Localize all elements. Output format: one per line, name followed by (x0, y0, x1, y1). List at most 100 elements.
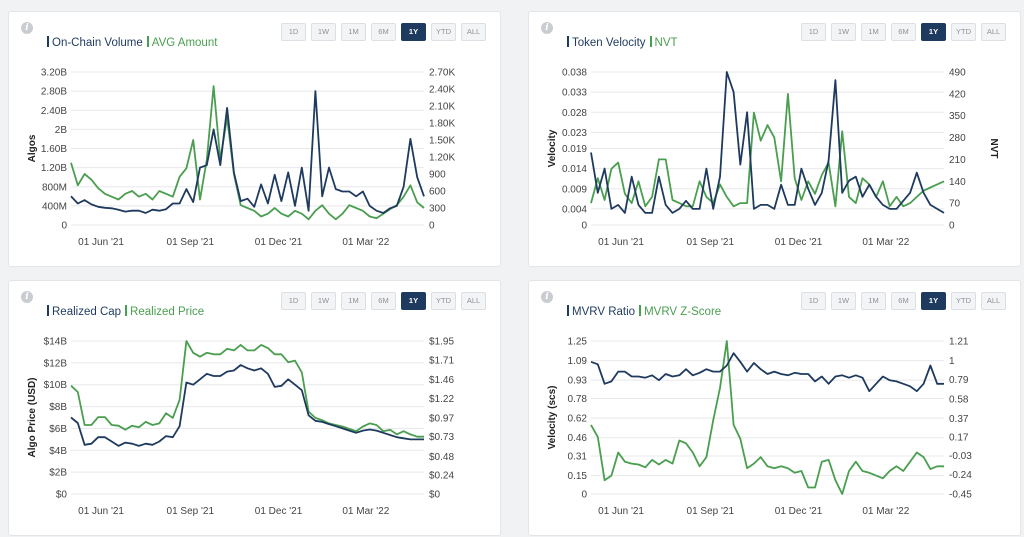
y2-tick-label: 70 (949, 199, 961, 210)
x-tick-label: 01 Dec '21 (255, 237, 303, 248)
y-tick-label: 0.028 (562, 108, 587, 119)
y2-tick-label: $0.24 (429, 471, 454, 482)
timeframe-1m-button[interactable]: 1M (861, 292, 886, 310)
timeframe-6m-button[interactable]: 6M (891, 23, 916, 41)
y-tick-label: 1.60B (41, 144, 67, 155)
timeframe-1y-button[interactable]: 1Y (401, 23, 426, 41)
y2-tick-label: 420 (949, 89, 966, 100)
y2-tick-label: 1.20K (429, 153, 455, 164)
legend-item-series-2[interactable]: Realized Price (125, 305, 204, 318)
legend-item-series-1[interactable]: MVRV Ratio (567, 305, 635, 318)
chart-legend: On-Chain Volume AVG Amount (47, 36, 217, 49)
y-tick-label: 0.93 (568, 376, 588, 387)
timeframe-1d-button[interactable]: 1D (281, 23, 306, 41)
legend-item-series-1[interactable]: On-Chain Volume (47, 36, 143, 49)
y-tick-label: 1.25 (568, 337, 588, 348)
y-tick-label: 0.004 (562, 204, 587, 215)
y2-tick-label: $1.46 (429, 375, 454, 386)
y2-tick-label: 1.21 (949, 337, 969, 348)
timeframe-ytd-button[interactable]: YTD (951, 23, 976, 41)
y-tick-label: $4B (49, 446, 67, 457)
y-tick-label: 0.033 (562, 88, 587, 99)
timeframe-1d-button[interactable]: 1D (801, 23, 826, 41)
timeframe-ytd-button[interactable]: YTD (431, 292, 456, 310)
y-tick-label: 0.023 (562, 128, 587, 139)
y2-tick-label: 2.40K (429, 85, 455, 96)
timeframe-6m-button[interactable]: 6M (371, 292, 396, 310)
timeframe-all-button[interactable]: ALL (461, 23, 486, 41)
x-tick-label: 01 Mar '22 (342, 237, 389, 248)
info-icon[interactable]: i (541, 291, 553, 303)
y2-tick-label: 350 (949, 111, 966, 122)
timeframe-6m-button[interactable]: 6M (891, 292, 916, 310)
y-tick-label: $0 (56, 490, 68, 501)
timeframe-all-button[interactable]: ALL (981, 292, 1006, 310)
timeframe-1m-button[interactable]: 1M (341, 23, 366, 41)
timeframe-ytd-button[interactable]: YTD (431, 23, 456, 41)
timeframe-selector: 1D 1W 1M 6M 1Y YTD ALL (281, 23, 491, 41)
info-icon[interactable]: i (21, 22, 33, 34)
info-icon[interactable]: i (21, 291, 33, 303)
timeframe-1d-button[interactable]: 1D (801, 292, 826, 310)
timeframe-1d-button[interactable]: 1D (281, 292, 306, 310)
series-line-2[interactable] (590, 340, 944, 495)
legend-item-series-1[interactable]: Realized Cap (47, 305, 121, 318)
timeframe-1m-button[interactable]: 1M (861, 23, 886, 41)
x-tick-label: 01 Sep '21 (687, 506, 735, 517)
timeframe-1w-button[interactable]: 1W (311, 292, 336, 310)
y2-tick-label: 490 (949, 68, 966, 79)
legend-item-series-1[interactable]: Token Velocity (567, 36, 646, 49)
series-line-2[interactable] (70, 85, 425, 221)
timeframe-ytd-button[interactable]: YTD (951, 292, 976, 310)
series-line-1[interactable] (590, 71, 945, 214)
y2-tick-label: 210 (949, 155, 966, 166)
timeframe-1m-button[interactable]: 1M (341, 292, 366, 310)
x-tick-label: 01 Dec '21 (255, 506, 303, 517)
y2-tick-label: $0 (429, 490, 441, 501)
y-tick-label: 0.78 (568, 394, 588, 405)
legend-item-series-2[interactable]: AVG Amount (146, 36, 217, 49)
timeframe-all-button[interactable]: ALL (461, 292, 486, 310)
y2-tick-label: 2.70K (429, 68, 455, 79)
legend-item-series-2[interactable]: MVRV Z-Score (639, 305, 721, 318)
y-tick-label: 0.62 (568, 414, 588, 425)
timeframe-1w-button[interactable]: 1W (831, 292, 856, 310)
y-tick-label: $2B (49, 468, 67, 479)
chart-legend: Realized Cap Realized Price (47, 305, 204, 318)
y2-tick-label: 140 (949, 177, 966, 188)
y-tick-label: 1.09 (568, 356, 588, 367)
x-tick-label: 01 Dec '21 (775, 237, 823, 248)
y2-tick-label: $0.97 (429, 413, 454, 424)
chart-legend: Token Velocity NVT (567, 36, 678, 49)
series-line-1[interactable] (590, 352, 944, 393)
series-line-2[interactable] (590, 93, 945, 208)
y2-tick-label: 0.79 (949, 375, 969, 386)
y2-axis-title: NVT (988, 139, 999, 159)
y-tick-label: 0.31 (568, 452, 588, 463)
legend-item-series-2[interactable]: NVT (649, 36, 678, 49)
chart-card-mvrv: i MVRV Ratio MVRV Z-Score 1D 1W 1M 6M 1Y … (528, 280, 1021, 536)
timeframe-1y-button[interactable]: 1Y (921, 292, 946, 310)
line-chart: 0 400M 800M 1.20B 1.60B 2B 2.40B 2.80B 3.20B 0 300… (27, 68, 455, 249)
y-tick-label: 0.038 (562, 68, 587, 79)
timeframe-6m-button[interactable]: 6M (371, 23, 396, 41)
chart-card-token-velocity: i Token Velocity NVT 1D 1W 1M 6M 1Y YTD A… (528, 11, 1021, 267)
series-line-2[interactable] (70, 340, 424, 438)
timeframe-1w-button[interactable]: 1W (311, 23, 336, 41)
y-tick-label: 0 (581, 221, 587, 232)
info-icon[interactable]: i (541, 22, 553, 34)
timeframe-all-button[interactable]: ALL (981, 23, 1006, 41)
timeframe-1y-button[interactable]: 1Y (401, 292, 426, 310)
timeframe-selector: 1D 1W 1M 6M 1Y YTD ALL (801, 292, 1011, 310)
timeframe-1w-button[interactable]: 1W (831, 23, 856, 41)
y-axis-title: Velocity (scs) (547, 386, 558, 450)
x-tick-label: 01 Mar '22 (862, 237, 909, 248)
x-tick-label: 01 Mar '22 (342, 506, 389, 517)
y-tick-label: 800M (42, 182, 67, 193)
timeframe-1y-button[interactable]: 1Y (921, 23, 946, 41)
series-line-1[interactable] (70, 90, 425, 214)
series-line-1[interactable] (70, 364, 424, 447)
y-tick-label: $14B (44, 337, 68, 348)
y2-tick-label: $0.48 (429, 452, 454, 463)
y-tick-label: 0.019 (562, 144, 587, 155)
